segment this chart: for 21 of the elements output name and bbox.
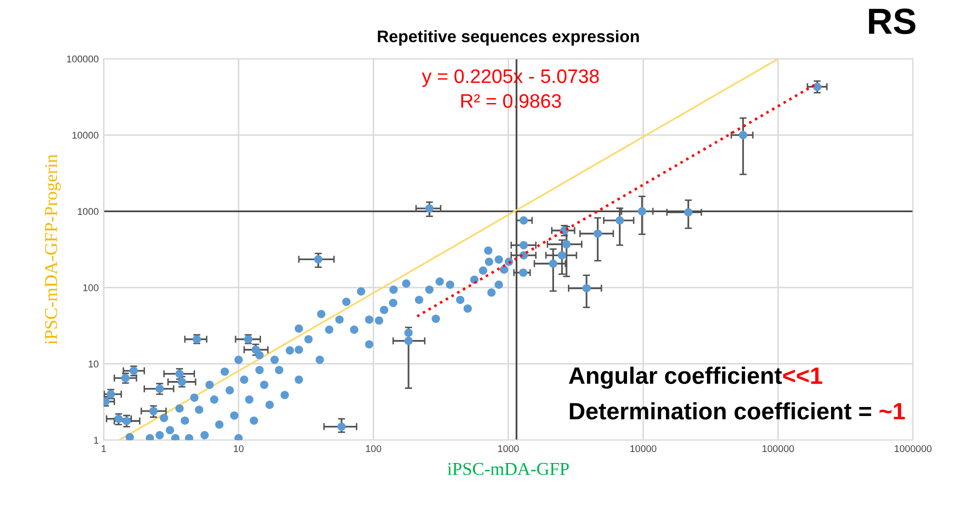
x-tick-label: 10: [234, 445, 244, 452]
x-tick-label: 10000: [630, 445, 656, 452]
x-tick-label: 100000: [762, 445, 794, 452]
y-tick-label: 100: [83, 284, 98, 292]
y-tick-label: 10000: [72, 132, 98, 139]
y-axis-title: iPSC-mDA-GFP-Progerin: [44, 154, 61, 344]
annotation: ~1: [880, 403, 905, 420]
x-axis-title: iPSC-mDA-GFP: [447, 462, 569, 476]
annotation: Determination coefficient =: [570, 402, 872, 420]
annotation: Angular coefficient: [568, 366, 782, 389]
chart-title: Repetitive sequences expression: [378, 30, 639, 46]
y-tick-label: 1000: [78, 208, 98, 215]
text: RS: [869, 8, 916, 34]
y-tick-label: 1: [94, 436, 98, 444]
x-tick-label: 1: [102, 445, 106, 452]
annotation: <<1: [783, 368, 822, 384]
x-tick-label: 1000: [498, 445, 519, 452]
y-tick-label: 10: [88, 360, 98, 368]
y-tick-label: 100000: [67, 56, 98, 62]
x-tick-label: 1000000: [894, 445, 932, 452]
x-tick-label: 100: [366, 445, 382, 452]
